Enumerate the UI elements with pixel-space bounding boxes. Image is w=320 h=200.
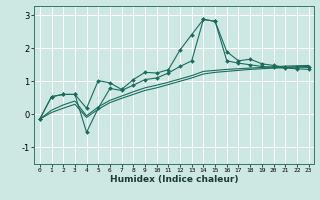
X-axis label: Humidex (Indice chaleur): Humidex (Indice chaleur)	[110, 175, 238, 184]
